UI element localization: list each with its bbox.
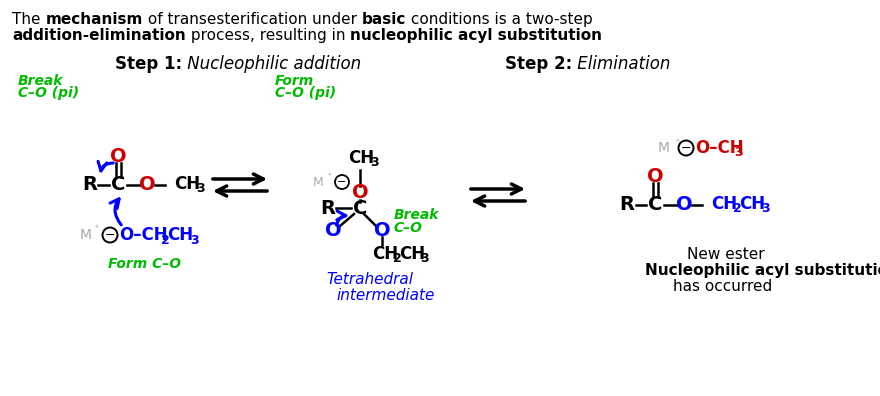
- Text: 2: 2: [733, 202, 742, 215]
- Text: process, resulting in: process, resulting in: [186, 28, 350, 43]
- Text: O–CH: O–CH: [119, 226, 167, 244]
- Text: Break: Break: [394, 208, 439, 222]
- Text: nucleophilic acyl substitution: nucleophilic acyl substitution: [350, 28, 602, 43]
- Text: R: R: [620, 196, 634, 215]
- Text: Nucleophilic addition: Nucleophilic addition: [182, 55, 362, 73]
- Text: C: C: [353, 198, 367, 217]
- Text: O: O: [139, 175, 155, 194]
- Text: O–CH: O–CH: [695, 139, 744, 157]
- Text: 3: 3: [370, 156, 378, 169]
- Text: O: O: [676, 196, 693, 215]
- Text: C–O (pi): C–O (pi): [18, 86, 79, 100]
- Text: ⁺: ⁺: [674, 138, 680, 148]
- Text: C–O (pi): C–O (pi): [275, 86, 336, 100]
- Text: R: R: [320, 198, 335, 217]
- Text: M: M: [658, 141, 670, 155]
- Text: Form C–O: Form C–O: [108, 257, 181, 271]
- Text: M: M: [80, 228, 92, 242]
- Text: addition-elimination: addition-elimination: [12, 28, 186, 43]
- Text: 3: 3: [190, 234, 199, 246]
- Text: R: R: [83, 175, 98, 194]
- Text: C: C: [111, 175, 125, 194]
- FancyArrowPatch shape: [110, 199, 121, 225]
- Text: CH: CH: [711, 195, 737, 213]
- Text: Elimination: Elimination: [572, 55, 671, 73]
- Text: ⁺: ⁺: [326, 172, 332, 182]
- Text: Step 2:: Step 2:: [505, 55, 572, 73]
- Text: 3: 3: [420, 253, 429, 265]
- Text: New ester: New ester: [687, 247, 765, 262]
- Text: CH: CH: [739, 195, 765, 213]
- Text: conditions is a two-step: conditions is a two-step: [406, 12, 593, 27]
- Text: CH: CH: [399, 245, 425, 263]
- Text: CH: CH: [348, 149, 374, 167]
- Text: Step 1:: Step 1:: [115, 55, 182, 73]
- Text: CH: CH: [167, 226, 193, 244]
- Text: of transesterification under: of transesterification under: [143, 12, 362, 27]
- Text: M: M: [312, 175, 323, 188]
- Text: 2: 2: [393, 253, 402, 265]
- Text: O: O: [352, 183, 369, 202]
- Text: −: −: [681, 141, 692, 154]
- Text: has occurred: has occurred: [673, 279, 773, 294]
- Text: 3: 3: [734, 147, 743, 160]
- Text: ⁺: ⁺: [93, 224, 99, 234]
- Text: Tetrahedral: Tetrahedral: [326, 272, 413, 287]
- FancyArrowPatch shape: [98, 161, 114, 171]
- FancyArrowPatch shape: [336, 211, 346, 225]
- Text: 3: 3: [196, 183, 205, 196]
- Text: −: −: [105, 228, 115, 242]
- Text: O: O: [374, 221, 391, 240]
- Text: O: O: [647, 168, 664, 187]
- Text: O: O: [110, 147, 127, 166]
- Text: CH: CH: [372, 245, 398, 263]
- Text: The: The: [12, 12, 46, 27]
- Text: −: −: [337, 177, 347, 187]
- Text: intermediate: intermediate: [336, 288, 435, 303]
- Text: Nucleophilic acyl substitution: Nucleophilic acyl substitution: [645, 263, 880, 278]
- Text: O: O: [325, 221, 341, 240]
- Text: Form: Form: [275, 74, 314, 88]
- Text: 2: 2: [161, 234, 170, 246]
- Text: mechanism: mechanism: [46, 12, 143, 27]
- Text: C–O: C–O: [394, 221, 423, 235]
- Text: basic: basic: [362, 12, 406, 27]
- Text: C: C: [648, 196, 662, 215]
- Text: CH: CH: [174, 175, 200, 193]
- Text: 3: 3: [761, 202, 770, 215]
- Text: Break: Break: [18, 74, 63, 88]
